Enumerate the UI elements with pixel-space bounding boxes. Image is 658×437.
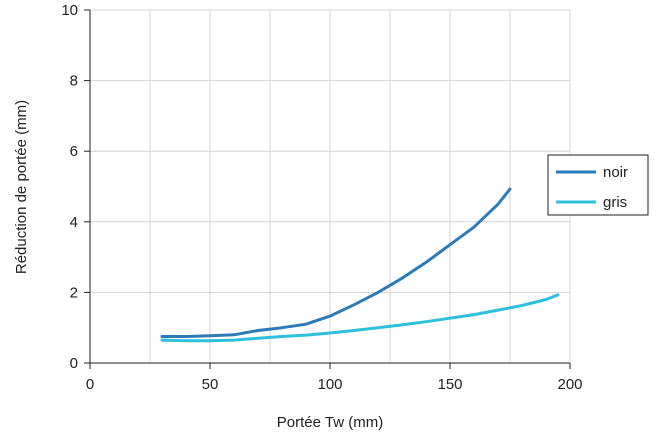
series-line-gris — [160, 293, 560, 343]
x-tick-label: 150 — [437, 376, 462, 393]
legend-label-noir: noir — [603, 164, 628, 181]
x-tick-label: 200 — [557, 376, 582, 393]
x-tick-label: 50 — [202, 376, 219, 393]
legend: noir gris — [547, 154, 649, 216]
y-tick-label: 4 — [70, 214, 78, 231]
y-tick-label: 8 — [70, 73, 78, 90]
grid-lines — [90, 9, 571, 363]
y-tick-label: 2 — [70, 284, 78, 301]
x-tick-label: 0 — [86, 376, 94, 393]
x-axis-label: Portée Tw (mm) — [277, 414, 383, 431]
series-line-noir — [160, 187, 512, 338]
y-tick-label: 6 — [70, 143, 78, 160]
y-tick-label: 0 — [70, 355, 78, 372]
y-tick-label: 10 — [61, 2, 78, 19]
series-lines — [160, 187, 560, 343]
y-axis-label: Réduction de portée (mm) — [13, 100, 30, 274]
y-axis-ticks: 0 2 4 6 8 10 — [61, 2, 90, 372]
x-axis-ticks: 0 50 100 150 200 — [86, 363, 583, 393]
legend-label-gris: gris — [603, 194, 627, 211]
x-tick-label: 100 — [317, 376, 342, 393]
legend-box — [547, 154, 649, 216]
